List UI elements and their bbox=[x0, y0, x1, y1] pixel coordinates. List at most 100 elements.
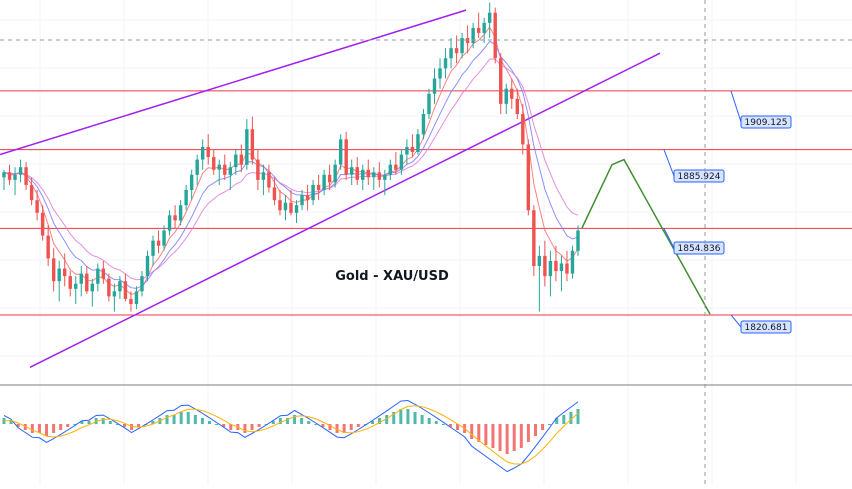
level-label-text: 1820.681 bbox=[745, 323, 788, 333]
candle-body bbox=[156, 240, 161, 246]
macd-histogram-bar bbox=[37, 424, 41, 433]
macd-histogram-bar bbox=[300, 418, 304, 424]
candle-body bbox=[515, 98, 519, 114]
candle-body bbox=[272, 187, 277, 201]
channel-line-upper bbox=[0, 9, 467, 156]
candle-body bbox=[107, 278, 111, 297]
macd-signal-line bbox=[3, 405, 579, 465]
macd-histogram-bar bbox=[370, 421, 374, 424]
macd-histogram-bar bbox=[94, 418, 98, 424]
level-label-box bbox=[740, 115, 792, 129]
macd-histogram-bar bbox=[406, 409, 410, 424]
candle-body bbox=[476, 27, 481, 33]
macd-histogram-bar bbox=[470, 424, 474, 439]
candle-body bbox=[57, 268, 61, 282]
level-label-box bbox=[673, 241, 725, 255]
candle-body bbox=[2, 172, 6, 178]
macd-histogram-bar bbox=[257, 424, 261, 427]
macd-histogram-bar bbox=[151, 421, 155, 424]
candle-body bbox=[289, 202, 293, 213]
candle-body bbox=[338, 139, 343, 165]
candle-body bbox=[565, 263, 569, 274]
macd-histogram-bar bbox=[200, 418, 204, 424]
candle-body bbox=[234, 154, 238, 168]
macd-histogram-bar bbox=[9, 421, 13, 424]
candle-body bbox=[178, 205, 183, 221]
chart-title: Gold - XAU/USD bbox=[335, 269, 449, 284]
candle-body bbox=[355, 167, 359, 180]
candle-body bbox=[300, 195, 304, 206]
candle-body bbox=[129, 298, 133, 304]
macd-histogram-bar bbox=[179, 412, 183, 424]
level-label-pointer bbox=[663, 149, 675, 177]
macd-pane bbox=[2, 399, 580, 473]
macd-histogram-bar bbox=[45, 424, 49, 436]
macd-histogram-bar bbox=[505, 424, 509, 454]
macd-histogram-bar bbox=[193, 415, 197, 424]
candle-body bbox=[184, 190, 188, 206]
candle-body bbox=[377, 172, 382, 180]
candle-body bbox=[261, 172, 266, 180]
candle-body bbox=[267, 172, 271, 188]
channel-line-lower bbox=[29, 52, 661, 369]
candle-body bbox=[344, 139, 348, 175]
candle-body bbox=[482, 22, 486, 33]
level-labels: 1909.125 1885.924 1854.836 1820.681 bbox=[663, 90, 792, 334]
candle-body bbox=[305, 195, 310, 201]
candle-body bbox=[316, 184, 321, 190]
candle-body bbox=[499, 58, 503, 104]
macd-histogram-bar bbox=[548, 424, 552, 425]
macd-histogram-bar bbox=[115, 424, 119, 425]
macd-histogram-bar bbox=[130, 424, 134, 430]
candle-body bbox=[123, 281, 128, 299]
candle-body bbox=[333, 164, 337, 183]
macd-histogram-bar bbox=[250, 424, 254, 430]
moving-average-line-3 bbox=[3, 58, 579, 281]
candle-body bbox=[40, 212, 45, 236]
candle-body bbox=[46, 235, 50, 259]
macd-histogram-bar bbox=[208, 421, 212, 424]
macd-histogram-bar bbox=[321, 424, 325, 427]
macd-histogram-bar bbox=[349, 424, 353, 430]
candle-body bbox=[13, 174, 17, 180]
macd-histogram-bar bbox=[484, 424, 488, 445]
candle-body bbox=[416, 134, 420, 152]
macd-histogram-bar bbox=[576, 409, 580, 424]
candle-body bbox=[432, 78, 437, 94]
macd-histogram-bar bbox=[477, 424, 481, 442]
macd-histogram-bar bbox=[441, 424, 445, 425]
macd-histogram-bar bbox=[59, 424, 63, 430]
candle-body bbox=[366, 169, 370, 178]
candle-body bbox=[427, 93, 431, 114]
macd-histogram-bar bbox=[392, 412, 396, 424]
macd-histogram-bar bbox=[186, 412, 190, 424]
candle-body bbox=[239, 154, 244, 165]
candle-body bbox=[311, 184, 315, 201]
level-label-text: 1909.125 bbox=[745, 118, 788, 128]
candle-body bbox=[134, 291, 139, 304]
macd-histogram-bar bbox=[229, 424, 233, 430]
macd-histogram-bar bbox=[52, 424, 56, 433]
macd-histogram-bar bbox=[342, 424, 346, 433]
candle-body bbox=[200, 146, 205, 160]
candle-body bbox=[112, 291, 117, 297]
macd-histogram-bar bbox=[101, 418, 105, 424]
candle-body bbox=[151, 240, 155, 256]
candle-body bbox=[504, 88, 508, 104]
candle-body bbox=[217, 164, 221, 170]
candle-body bbox=[167, 215, 172, 231]
candle-body bbox=[510, 88, 514, 99]
candle-body bbox=[7, 172, 12, 180]
macd-histogram-bar bbox=[222, 424, 226, 427]
candle-body bbox=[570, 250, 575, 274]
macd-histogram-bar bbox=[137, 424, 141, 427]
macd-histogram-bar bbox=[172, 415, 176, 424]
macd-histogram-bar bbox=[307, 421, 311, 424]
candle-body bbox=[195, 159, 199, 175]
moving-averages bbox=[3, 26, 579, 295]
candle-body bbox=[532, 210, 536, 266]
candle-body bbox=[85, 273, 89, 292]
